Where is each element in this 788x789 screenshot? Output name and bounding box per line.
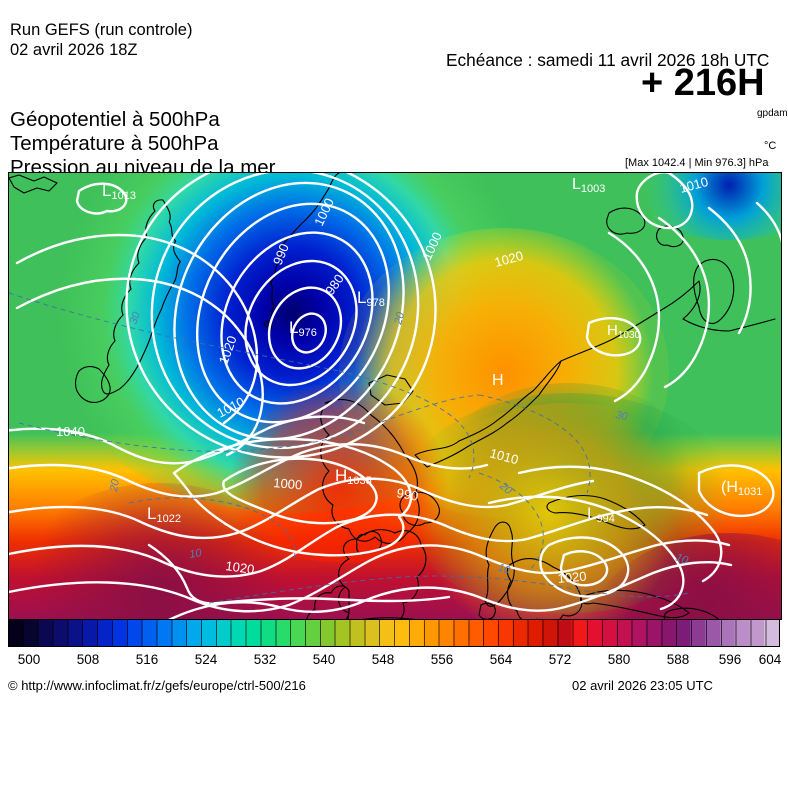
svg-text:1020: 1020: [557, 569, 587, 586]
svg-text:1000: 1000: [273, 475, 303, 492]
svg-text:1040: 1040: [56, 424, 85, 439]
svg-text:H: H: [492, 372, 504, 389]
